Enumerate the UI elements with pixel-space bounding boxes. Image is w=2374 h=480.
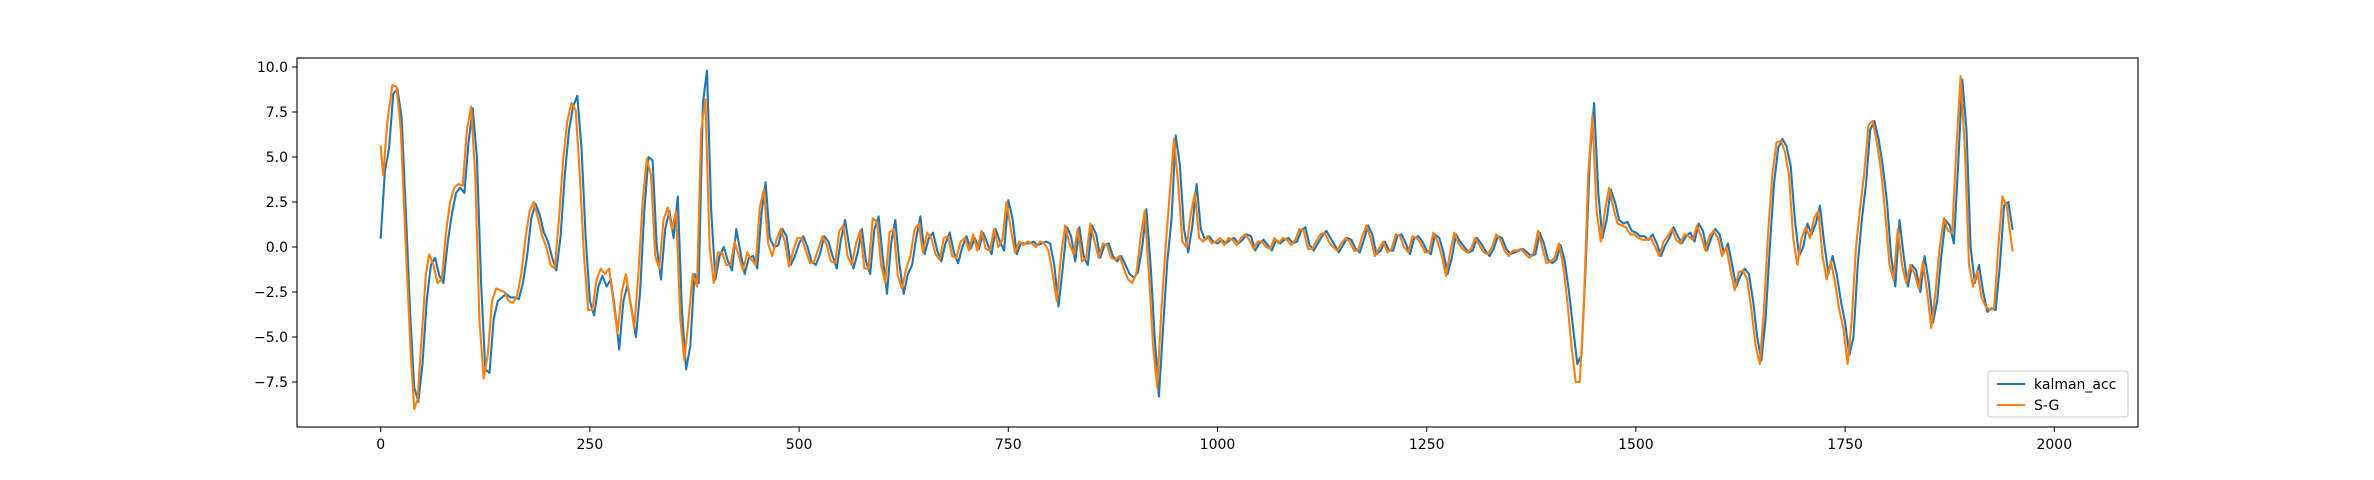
legend: kalman_acc S-G: [1987, 370, 2129, 418]
series-layer: [379, 69, 2014, 411]
x-tick-label: 1750: [1827, 437, 1863, 453]
x-axis: 0 250 500 750 1000 1250 1500 1750 2000: [376, 427, 2072, 453]
series-line-s-g: [379, 74, 2014, 411]
y-tick-label: −7.5: [254, 375, 288, 391]
x-tick-label: 0: [376, 437, 385, 453]
x-tick-label: 1250: [1409, 437, 1445, 453]
x-tick-label: 500: [786, 437, 813, 453]
y-tick-label: 10.0: [257, 60, 288, 76]
legend-label: S-G: [2034, 398, 2059, 414]
y-tick-label: 2.5: [266, 195, 288, 211]
y-tick-label: 5.0: [266, 150, 288, 166]
y-tick-label: −5.0: [254, 330, 288, 346]
x-tick-label: 1500: [1618, 437, 1654, 453]
x-tick-label: 250: [577, 437, 604, 453]
y-tick-label: 7.5: [266, 105, 288, 121]
y-axis: −7.5 −5.0 −2.5 0.0 2.5 5.0 7.5 10.0: [254, 60, 297, 391]
x-tick-label: 750: [995, 437, 1022, 453]
y-tick-label: 0.0: [266, 240, 288, 256]
x-tick-label: 2000: [2036, 437, 2072, 453]
legend-label: kalman_acc: [2034, 377, 2116, 393]
y-tick-label: −2.5: [254, 285, 288, 301]
series-line-kalman-acc: [379, 69, 2014, 403]
x-tick-label: 1000: [1200, 437, 1236, 453]
